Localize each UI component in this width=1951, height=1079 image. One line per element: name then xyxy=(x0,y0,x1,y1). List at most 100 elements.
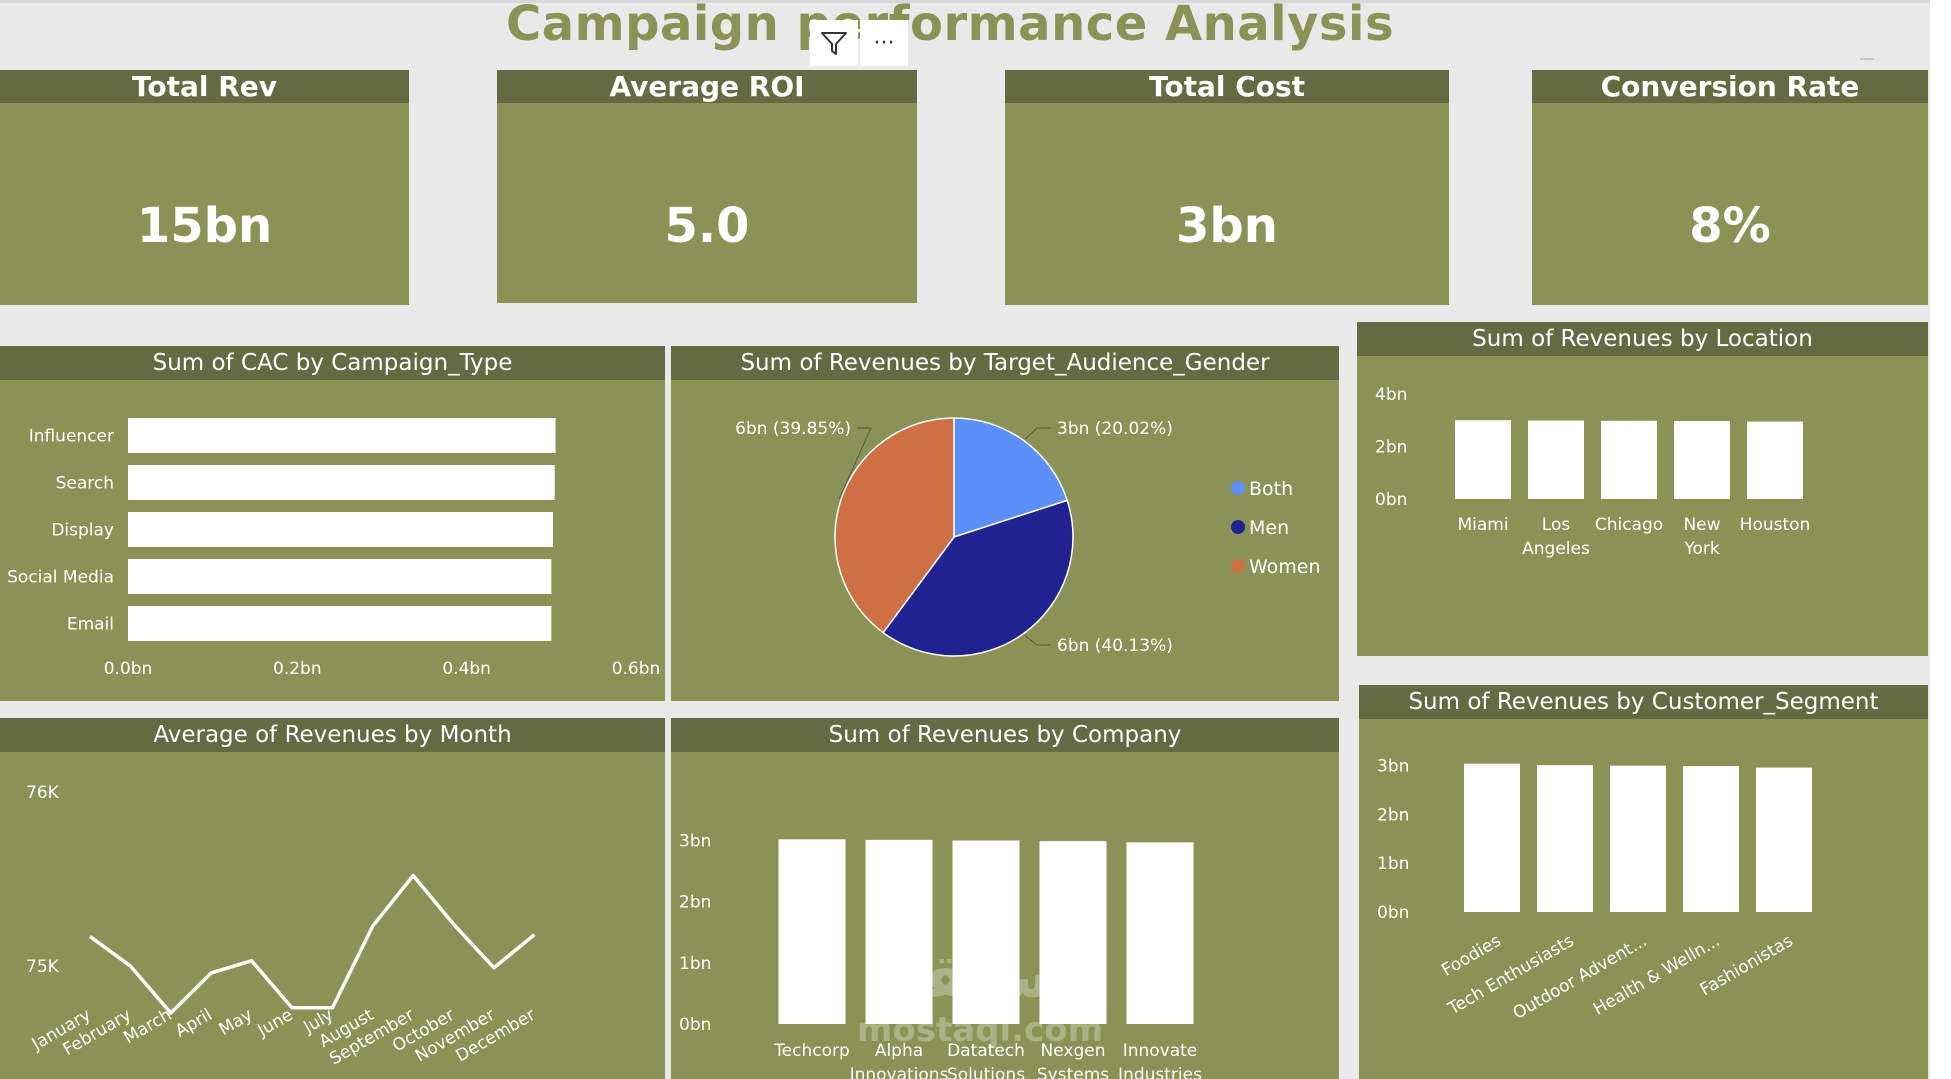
panel-revenue-by-month[interactable]: Average of Revenues by Month 76K 75K Janua… xyxy=(0,718,665,1079)
y-tick: 2bn xyxy=(1377,805,1409,825)
y-tick: 2bn xyxy=(679,893,711,913)
minimize-icon[interactable] xyxy=(1860,58,1874,60)
pie-data-label: 6bn (40.13%) xyxy=(1057,636,1173,656)
bar xyxy=(1756,767,1812,912)
x-category-label: Chicago xyxy=(1595,515,1663,535)
x-month-label: April xyxy=(172,1005,216,1042)
bar xyxy=(778,839,846,1024)
filter-icon xyxy=(821,32,847,55)
cac-x-tick: 0.0bn xyxy=(104,659,153,679)
cac-bar xyxy=(128,512,554,547)
gender-pie-chart: 3bn (20.02%) 6bn (40.13%) 6bn (39.85%) Both… xyxy=(735,417,1321,657)
cac-category-label: Search xyxy=(56,474,114,494)
bar xyxy=(1464,763,1520,912)
filter-button[interactable] xyxy=(810,20,858,66)
bar xyxy=(1747,421,1803,499)
x-category-label: Datatech xyxy=(947,1041,1025,1061)
pie-slice-both xyxy=(953,417,1069,539)
x-category-label: Alpha xyxy=(875,1041,923,1061)
panel-cac-by-campaign-type[interactable]: Sum of CAC by Campaign_Type Influencer Se… xyxy=(0,346,665,701)
y-tick: 0bn xyxy=(1375,490,1407,510)
x-category-label: Houston xyxy=(1740,515,1811,535)
x-category-label: New xyxy=(1683,515,1720,535)
bar xyxy=(952,840,1020,1024)
y-tick: 0bn xyxy=(679,1015,711,1035)
cac-category-label: Influencer xyxy=(29,427,114,447)
kpi-label: Total Rev xyxy=(0,70,409,103)
revenue-line xyxy=(88,873,536,1015)
panel-title: Sum of Revenues by Company xyxy=(671,718,1339,752)
top-strip xyxy=(0,0,1930,3)
y-tick: 1bn xyxy=(1377,854,1409,874)
kpi-value: 15bn xyxy=(136,198,273,254)
pie-slice-men xyxy=(882,499,1074,657)
legend-marker xyxy=(1231,481,1245,495)
bar xyxy=(1601,420,1657,499)
kpi-average-roi: Average ROI 5.0 xyxy=(497,70,917,303)
x-month-label: May xyxy=(216,1005,256,1040)
y-tick: 2bn xyxy=(1375,438,1407,458)
bar xyxy=(1674,421,1730,499)
x-category-label: Miami xyxy=(1457,515,1508,535)
y-tick: 76K xyxy=(26,783,60,803)
pie-leader-line xyxy=(838,427,872,500)
bar xyxy=(865,839,933,1024)
y-tick: 0bn xyxy=(1377,903,1409,923)
cac-bar-chart: Influencer Search Display Social Media Email… xyxy=(7,418,661,679)
x-category-label: Health & Welln... xyxy=(1590,931,1723,1020)
kpi-total-cost: Total Cost 3bn xyxy=(1005,70,1449,305)
bar xyxy=(1610,765,1666,912)
bar xyxy=(1126,842,1194,1024)
legend-item: Both xyxy=(1249,478,1293,500)
more-options-button[interactable]: ··· xyxy=(860,20,908,66)
legend-item: Women xyxy=(1249,556,1321,578)
cac-x-tick: 0.6bn xyxy=(612,659,661,679)
cac-category-label: Display xyxy=(51,521,114,541)
x-category-label: Nexgen xyxy=(1041,1041,1106,1061)
dashboard-title: Campaign performance Analysis xyxy=(505,0,1395,52)
pie-data-label: 3bn (20.02%) xyxy=(1057,419,1173,439)
panel-title: Sum of Revenues by Location xyxy=(1357,322,1928,356)
cac-category-label: Email xyxy=(67,615,114,635)
panel-revenue-by-segment[interactable]: Sum of Revenues by Customer_Segment 3bn 2… xyxy=(1359,685,1928,1079)
cac-bar xyxy=(128,606,552,641)
kpi-label: Average ROI xyxy=(497,70,917,103)
pie-leader-line xyxy=(1024,427,1051,440)
visual-toolbar: ··· xyxy=(810,20,908,68)
x-category-label: Industries xyxy=(1118,1065,1202,1079)
cac-bar xyxy=(128,418,556,453)
panel-revenue-by-gender[interactable]: Sum of Revenues by Target_Audience_Gende… xyxy=(671,346,1339,701)
company-bar-chart: 3bn 2bn 1bn 0bn Techcorp Alpha Innovations Data… xyxy=(679,832,1202,1079)
y-tick: 75K xyxy=(26,957,60,977)
panel-revenue-by-location[interactable]: Sum of Revenues by Location 4bn 2bn 0bn Mia… xyxy=(1357,322,1928,656)
panel-title: Sum of Revenues by Customer_Segment xyxy=(1359,685,1928,719)
page-right-edge xyxy=(1930,0,1951,1079)
y-tick: 1bn xyxy=(679,954,711,974)
x-category-label: Innovate xyxy=(1123,1041,1198,1061)
pie-slice-women xyxy=(834,417,955,634)
bar xyxy=(1683,766,1739,912)
cac-x-tick: 0.2bn xyxy=(273,659,322,679)
bar xyxy=(1455,420,1511,499)
kpi-value: 5.0 xyxy=(664,198,750,254)
cac-bar xyxy=(128,465,555,500)
x-category-label: Outdoor Advent... xyxy=(1510,931,1651,1024)
x-category-label: Systems xyxy=(1037,1065,1109,1079)
legend-marker xyxy=(1231,520,1245,534)
x-category-label: Innovations xyxy=(850,1065,949,1079)
x-category-label: Solutions xyxy=(947,1065,1025,1079)
panel-revenue-by-company[interactable]: Sum of Revenues by Company 3bn 2bn 1bn 0bn T… xyxy=(671,718,1339,1079)
kpi-total-rev: Total Rev 15bn xyxy=(0,70,409,305)
pie-leader-line xyxy=(1024,634,1051,646)
kpi-value: 8% xyxy=(1689,198,1771,254)
kpi-value: 3bn xyxy=(1176,198,1278,254)
y-tick: 3bn xyxy=(1377,757,1409,777)
x-month-label: June xyxy=(254,1005,297,1041)
y-tick: 3bn xyxy=(679,832,711,852)
cac-x-tick: 0.4bn xyxy=(442,659,491,679)
kpi-label: Conversion Rate xyxy=(1532,70,1928,103)
cac-bar xyxy=(128,559,552,594)
